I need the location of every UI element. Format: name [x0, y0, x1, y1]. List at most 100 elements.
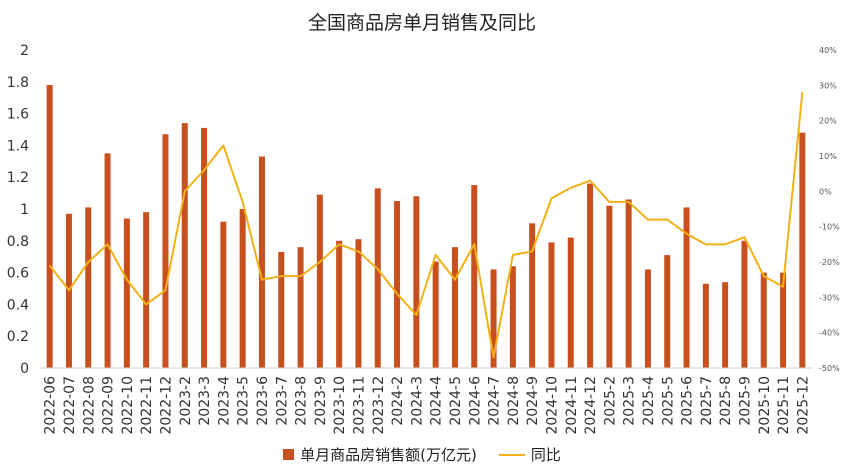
bar — [220, 221, 227, 368]
bar — [567, 237, 574, 368]
x-tick-label: 2025-9 — [737, 376, 753, 426]
line-point — [203, 169, 205, 171]
line-point — [512, 254, 514, 256]
line-point — [338, 243, 340, 246]
right-tick-label: -20% — [819, 258, 840, 267]
x-tick-label: 2023-8 — [294, 376, 310, 426]
line-point — [647, 218, 649, 221]
bar — [683, 207, 690, 368]
left-tick-label: 1.4 — [7, 138, 29, 154]
x-tick-label: 2024-3 — [409, 376, 425, 426]
line-point — [319, 261, 321, 263]
x-tick-label: 2022-10 — [120, 376, 136, 435]
line-point — [183, 190, 186, 193]
x-tick-label: 2024-10 — [544, 376, 560, 435]
x-tick-label: 2025-4 — [641, 376, 657, 426]
bar — [336, 240, 343, 368]
bar — [413, 196, 420, 368]
bar — [355, 239, 362, 368]
bar — [548, 242, 555, 368]
bar — [529, 223, 536, 368]
x-tick-label: 2023-2 — [178, 376, 194, 426]
bar — [143, 212, 150, 368]
line-point — [569, 187, 572, 189]
line-point — [666, 218, 669, 221]
bar — [799, 132, 806, 368]
right-tick-label: -40% — [819, 329, 840, 338]
left-tick-label: 1.8 — [7, 75, 29, 91]
bar — [722, 282, 729, 368]
left-tick-label: 1.6 — [7, 107, 29, 123]
bar — [258, 156, 265, 368]
x-tick-label: 2025-10 — [757, 376, 773, 435]
bar — [181, 123, 188, 368]
line-point — [762, 275, 765, 277]
right-tick-label: 0% — [819, 187, 832, 196]
bar — [741, 240, 748, 368]
line-point — [106, 243, 109, 246]
x-tick-label: 2022-12 — [158, 376, 174, 435]
x-tick-label: 2024-2 — [390, 376, 406, 426]
bar — [490, 269, 497, 368]
bar — [702, 283, 709, 368]
bar — [394, 201, 401, 368]
bar — [780, 272, 787, 368]
line-point — [627, 201, 630, 203]
x-tick-label: 2025-11 — [776, 376, 792, 435]
line-point — [68, 289, 70, 292]
x-axis: 2022-06 2022-07 2022-08 2022-09 2022-10 2022-… — [40, 367, 812, 435]
legend: 单月商品房销售额(万亿元) 同比 — [0, 444, 844, 465]
bar — [760, 272, 767, 368]
left-tick-label: 0.2 — [7, 329, 29, 345]
line-point — [415, 314, 418, 316]
bar — [587, 183, 594, 368]
line-point — [376, 268, 379, 270]
line-point — [724, 243, 726, 246]
line-point — [164, 289, 167, 292]
left-tick-label: 2 — [20, 43, 29, 59]
line-point — [492, 356, 495, 359]
x-tick-label: 2024-5 — [448, 376, 464, 426]
x-tick-label: 2023-6 — [255, 376, 271, 426]
bar — [316, 194, 323, 368]
bar — [85, 207, 92, 368]
yoy-line — [48, 92, 804, 359]
line-point — [473, 243, 476, 246]
x-tick-label: 2022-09 — [101, 376, 117, 435]
line-point — [454, 278, 456, 281]
line-point — [782, 285, 784, 288]
x-tick-label: 2023-4 — [216, 376, 232, 426]
line-point — [222, 144, 225, 147]
bar — [664, 255, 671, 368]
bar — [123, 218, 130, 368]
left-tick-label: 0 — [20, 361, 29, 377]
line-point — [299, 275, 302, 277]
line-point — [608, 201, 611, 203]
legend-item-line[interactable]: 同比 — [498, 444, 561, 465]
x-tick-label: 2025-2 — [602, 376, 618, 426]
line-point — [705, 243, 707, 246]
line-point — [48, 264, 51, 267]
bar — [509, 266, 516, 368]
x-tick-label: 2024-4 — [429, 376, 445, 426]
x-tick-label: 2022-07 — [62, 376, 78, 435]
right-tick-label: 20% — [819, 117, 837, 126]
legend-line-swatch — [498, 453, 525, 456]
legend-bar-swatch — [283, 449, 295, 460]
x-tick-label: 2024-9 — [525, 376, 541, 426]
left-tick-label: 0.6 — [7, 266, 29, 282]
bar — [451, 247, 458, 368]
line-point — [357, 250, 360, 253]
x-tick-label: 2023-5 — [236, 376, 252, 426]
x-tick-label: 2025-6 — [680, 376, 696, 426]
line-point — [685, 232, 688, 235]
left-tick-label: 0.8 — [7, 234, 29, 250]
bar — [297, 247, 304, 368]
bar — [239, 209, 246, 368]
left-tick-label: 1 — [20, 202, 29, 218]
bar — [201, 127, 208, 368]
line-point — [396, 293, 398, 295]
x-tick-label: 2025-3 — [622, 376, 638, 426]
bar — [625, 199, 632, 368]
legend-item-bar[interactable]: 单月商品房销售额(万亿元) — [283, 444, 477, 465]
